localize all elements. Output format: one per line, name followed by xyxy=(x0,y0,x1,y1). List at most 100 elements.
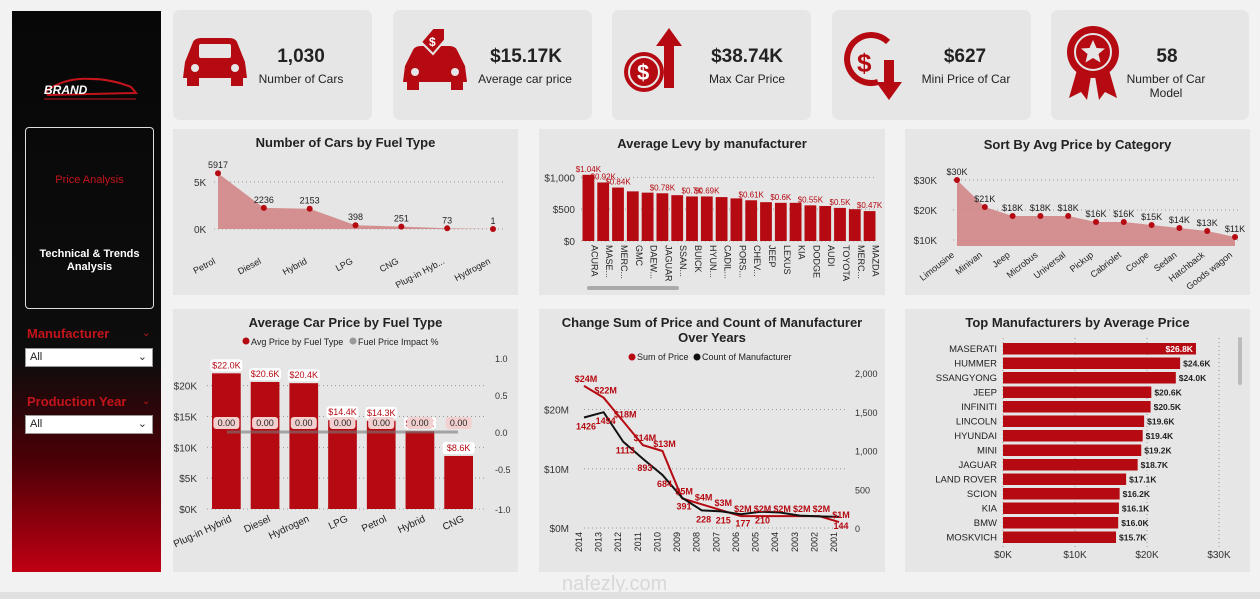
bar xyxy=(405,431,435,509)
scrollbar[interactable] xyxy=(1238,337,1242,385)
y-tick-label: SCION xyxy=(967,489,997,500)
data-point xyxy=(1009,213,1016,219)
chart-title: Sort By Avg Price by Category xyxy=(983,137,1172,152)
data-label: $19.4K xyxy=(1146,431,1174,441)
data-label: $15K xyxy=(1141,212,1162,222)
x-tick-label: JEEP xyxy=(767,245,777,268)
data-label: $20.5K xyxy=(1154,402,1182,412)
year-chevron-icon[interactable]: ⌄ xyxy=(142,396,151,407)
impact-label-bg xyxy=(213,417,240,429)
panel-avg-levy: Average Levy by manufacturer $1,000 $500 $… xyxy=(539,129,885,295)
kpi-label: Mini Price of Car xyxy=(921,72,1011,86)
bar xyxy=(1003,488,1120,500)
bar xyxy=(1003,473,1127,485)
chart-top-manufacturers: $0K $10K $20K $30K MASERATI $26.8K HUMMER $24.6… xyxy=(935,338,1231,561)
x-tick-label: 2014 xyxy=(574,532,584,552)
x-tick-label: Hybrid xyxy=(281,256,309,277)
x-tick-label: HYUN... xyxy=(708,245,718,278)
bar xyxy=(626,191,639,241)
x-tick-label: Coupe xyxy=(1124,250,1151,274)
area-fill xyxy=(218,173,493,229)
y-tick-label: LAND ROVER xyxy=(935,475,997,486)
data-label-bg xyxy=(210,359,243,372)
impact-label-bg xyxy=(329,417,356,429)
kpi-value: $627 xyxy=(943,46,987,67)
chart-title: Number of Cars by Fuel Type xyxy=(255,135,436,150)
dollar-down-arrow-icon: $ xyxy=(844,32,902,100)
impact-label-bg xyxy=(368,417,395,429)
data-point xyxy=(1093,219,1099,225)
year-filter-label: Production Year xyxy=(27,394,127,409)
manufacturer-filter-label: Manufacturer xyxy=(27,326,110,341)
x-tick-label: 2009 xyxy=(672,532,682,552)
data-label: $0.61K xyxy=(739,190,765,199)
nav-technical-trends[interactable]: Technical & Trends Analysis xyxy=(39,248,140,273)
chart-price-over-years: Sum of Price Count of Manufacturer $20M $10… xyxy=(544,352,878,552)
data-point xyxy=(215,170,221,177)
data-point xyxy=(1232,234,1238,240)
data-label: $14.3K xyxy=(367,408,396,418)
y-tick-label: $500 xyxy=(553,205,576,216)
data-label: $15.7K xyxy=(1119,533,1147,543)
x-tick-label: JAGUAR xyxy=(663,245,673,282)
data-label: $16.2K xyxy=(1123,489,1151,499)
data-label: $19.2K xyxy=(1144,446,1172,456)
bar xyxy=(686,196,698,241)
data-label-count: 1113 xyxy=(616,446,635,456)
impact-label: 0.00 xyxy=(218,418,236,428)
impact-label-bg xyxy=(290,417,317,429)
y-tick-label: JEEP xyxy=(973,388,997,399)
data-point xyxy=(981,204,988,210)
svg-text:$: $ xyxy=(429,35,436,49)
bar xyxy=(597,182,610,241)
impact-label-bg xyxy=(252,417,279,429)
data-label: $0.55K xyxy=(798,195,824,204)
x-tick-label: TOYOTA xyxy=(841,245,851,281)
data-label-bg xyxy=(249,367,282,380)
bar xyxy=(804,205,817,241)
data-label-sum: $5M xyxy=(675,486,693,496)
nav-panel: Price Analysis Technical & Trends Analys… xyxy=(25,127,154,309)
data-label: $24.0K xyxy=(1179,373,1207,383)
chart-title: Average Car Price by Fuel Type xyxy=(248,315,443,330)
data-label-bg xyxy=(287,369,320,382)
year-select[interactable]: All ⌄ xyxy=(25,415,153,434)
x-tick-label: Hydrogen xyxy=(453,256,492,283)
x-tick-label: 2001 xyxy=(829,532,839,552)
watermark: nafezly.com xyxy=(562,573,668,595)
data-label: 2236 xyxy=(254,195,274,205)
kpi-card-cars: 1,030 Number of Cars xyxy=(173,10,372,120)
bar xyxy=(774,202,787,241)
data-label: $0.47K xyxy=(857,201,883,210)
y-tick-label: $5K xyxy=(179,474,197,485)
data-label-count: 144 xyxy=(833,521,848,531)
data-label-count: 228 xyxy=(696,514,711,524)
bar xyxy=(1003,531,1117,543)
y-tick-label: $10M xyxy=(544,465,569,476)
impact-label: 0.00 xyxy=(295,418,313,428)
nav-price-analysis[interactable]: Price Analysis xyxy=(55,174,124,186)
y-tick-label: JAGUAR xyxy=(958,460,997,471)
manufacturer-chevron-icon[interactable]: ⌄ xyxy=(142,328,151,339)
manufacturer-select[interactable]: All ⌄ xyxy=(25,348,153,367)
data-label: $18K xyxy=(1058,203,1079,213)
impact-label: 0.00 xyxy=(256,418,274,428)
impact-label-bg xyxy=(445,417,472,429)
data-label: $0.69K xyxy=(694,186,720,195)
data-label: $0.5K xyxy=(830,198,852,207)
data-label: $0.7K xyxy=(682,186,704,195)
data-label: 398 xyxy=(348,212,363,222)
data-label-count: 1494 xyxy=(596,416,616,426)
bar xyxy=(1003,401,1151,413)
bar xyxy=(1003,415,1145,427)
x-tick-label: $20K xyxy=(1135,550,1159,561)
y-tick-label: $20K xyxy=(914,206,938,217)
data-label-sum: $18M xyxy=(614,409,637,419)
panel-price-by-category: Sort By Avg Price by Category $30K $20K $1… xyxy=(905,129,1250,295)
data-label: $17.1K xyxy=(1129,475,1157,485)
kpi-card-models: 58 Number of Car Model xyxy=(1051,10,1249,120)
x-tick-label: 2003 xyxy=(790,532,800,552)
data-label-sum: $1M xyxy=(832,510,850,520)
kpi-value: 1,030 xyxy=(277,46,325,67)
